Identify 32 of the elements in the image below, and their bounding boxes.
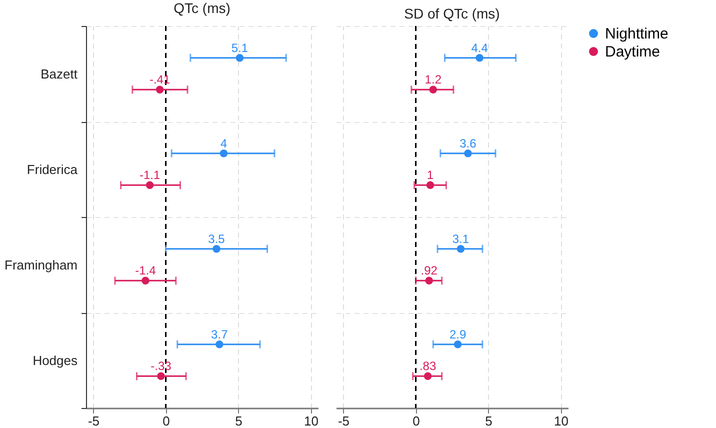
y-tick-label: Hodges bbox=[32, 352, 78, 368]
x-tick-label: 5 bbox=[235, 414, 242, 428]
x-tick-label: -5 bbox=[338, 414, 350, 428]
data-label: 3.1 bbox=[452, 232, 470, 246]
y-tick-label: Bazett bbox=[40, 66, 78, 82]
data-label: -.41 bbox=[149, 72, 170, 87]
x-tick-label: 0 bbox=[162, 414, 170, 428]
data-label: -1.4 bbox=[135, 264, 156, 278]
data-label: 3.7 bbox=[211, 327, 228, 342]
data-label: -.33 bbox=[150, 359, 172, 374]
data-label: .92 bbox=[420, 264, 438, 278]
data-label: 4.4 bbox=[471, 40, 488, 55]
chart-title: QTc (ms) bbox=[174, 0, 230, 16]
data-label: 4 bbox=[220, 136, 228, 150]
data-label: 5.1 bbox=[231, 40, 248, 55]
data-label: 1 bbox=[426, 168, 434, 182]
y-tick-label: Friderica bbox=[26, 162, 78, 177]
legend-label: Daytime bbox=[605, 44, 660, 60]
y-tick-label: Framingham bbox=[4, 257, 78, 272]
data-label: .83 bbox=[419, 359, 436, 374]
data-label: 1.2 bbox=[424, 72, 442, 87]
chart-title: SD of QTc (ms) bbox=[404, 5, 500, 22]
data-label: -1.1 bbox=[139, 168, 160, 182]
legend-label: Nighttime bbox=[605, 26, 668, 42]
x-tick-label: 5 bbox=[485, 414, 492, 428]
x-tick-label: -5 bbox=[88, 414, 100, 428]
x-tick-label: 10 bbox=[304, 414, 318, 428]
data-label: 2.9 bbox=[449, 327, 466, 342]
data-label: 3.6 bbox=[460, 136, 477, 150]
x-tick-label: 10 bbox=[554, 414, 568, 428]
x-tick-label: 0 bbox=[412, 414, 420, 428]
data-label: 3.5 bbox=[208, 232, 226, 246]
